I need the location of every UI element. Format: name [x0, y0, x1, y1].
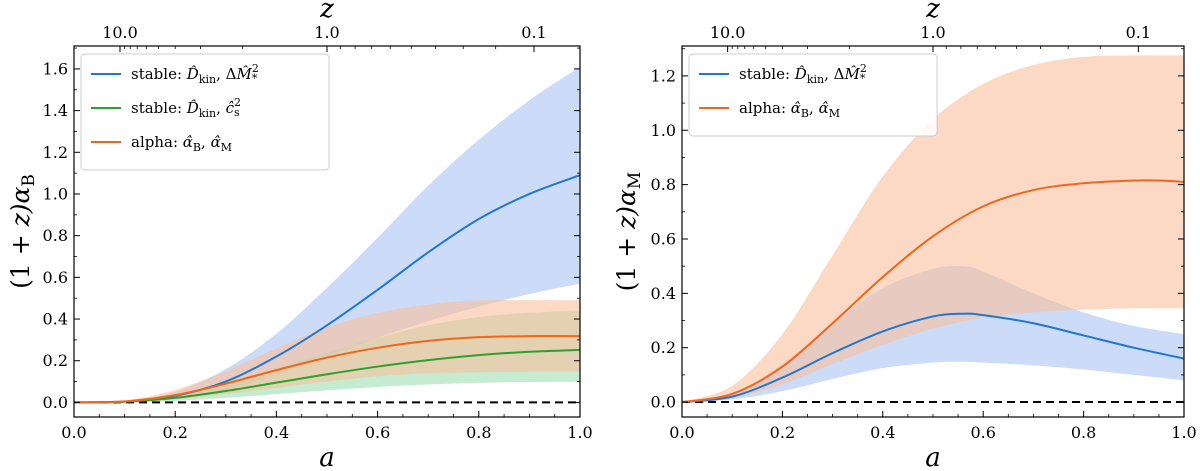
series-line-1: [682, 179, 1184, 404]
y-tick-label: 0.6: [43, 268, 68, 287]
x-tick-label: 0.6: [970, 423, 995, 442]
series-line-0: [682, 312, 1184, 404]
plot-area: [74, 66, 580, 404]
y-tick-label: 1.2: [651, 66, 676, 85]
top-tick-label: 0.1: [1126, 23, 1151, 42]
top-axis-label: z: [925, 0, 940, 24]
x-tick-label: 0.2: [770, 423, 795, 442]
y-tick-label: 0.0: [43, 393, 68, 412]
x-tick-label: 0.4: [870, 423, 895, 442]
legend-box: [688, 53, 938, 137]
legend-entry-0: stable: D̂kin, ΔM̂2 *: [131, 62, 259, 86]
y-tick-label: 1.2: [43, 143, 68, 162]
x-tick-label: 0.8: [466, 423, 491, 442]
legend-entry-1: stable: D̂kin, ĉ2 s: [131, 96, 241, 120]
x-tick-label: 0.4: [264, 423, 289, 442]
x-tick-label: 0.6: [365, 423, 390, 442]
top-tick-label: 0.1: [521, 23, 546, 42]
chart-panel-left: 0.0 0.2 0.4 0.6 0.8 1.0 0.0 0.2 0.4 0.6 0.8 1.0 1.2 1…: [6, 0, 593, 471]
x-axis-label: a: [319, 443, 335, 471]
y-tick-label: 0.2: [43, 351, 68, 370]
legend-entry-1: alpha: α̂B, α̂M: [739, 99, 840, 120]
y-tick-label: 0.2: [651, 338, 676, 357]
y-tick-label: 0.0: [651, 393, 676, 412]
y-tick-label: 0.8: [43, 226, 68, 245]
x-tick-label: 0.0: [669, 423, 694, 442]
top-tick-label: 1.0: [920, 23, 945, 42]
chart-panel-right: 0.0 0.2 0.4 0.6 0.8 1.0 0.0 0.2 0.4 0.6 0.8 1.0 1.2 1…: [612, 0, 1197, 471]
y-tick-label: 0.6: [651, 229, 676, 248]
legend-entry-0: stable: D̂kin, ΔM̂2 *: [739, 62, 867, 86]
legend-box: [80, 53, 330, 171]
x-tick-label: 0.2: [162, 423, 187, 442]
confidence-band-1: [682, 55, 1184, 403]
top-tick-label: 10.0: [710, 23, 746, 42]
y-tick-label: 1.6: [43, 59, 68, 78]
y-tick-label: 1.0: [651, 121, 676, 140]
series-line-1: [74, 348, 580, 404]
x-axis-label: a: [925, 443, 941, 471]
y-tick-label: 1.0: [43, 184, 68, 203]
y-tick-label: 0.4: [43, 310, 68, 329]
plot-area: [682, 55, 1184, 404]
x-tick-label: 0.8: [1071, 423, 1096, 442]
y-tick-label: 0.8: [651, 175, 676, 194]
y-tick-label: 1.4: [43, 101, 68, 120]
confidence-band-2: [74, 299, 580, 403]
y-axis-label: (1 + z)αM: [612, 172, 645, 292]
x-tick-label: 0.0: [61, 423, 86, 442]
y-tick-label: 0.4: [651, 284, 676, 303]
x-tick-label: 1.0: [1171, 423, 1196, 442]
top-tick-label: 10.0: [102, 23, 138, 42]
legend-entry-2: alpha: α̂B, α̂M: [131, 133, 232, 154]
top-tick-label: 1.0: [314, 23, 339, 42]
y-axis-label: (1 + z)αB: [6, 174, 39, 289]
x-tick-label: 1.0: [567, 423, 592, 442]
series-line-2: [74, 335, 580, 404]
top-axis-label: z: [319, 0, 334, 24]
